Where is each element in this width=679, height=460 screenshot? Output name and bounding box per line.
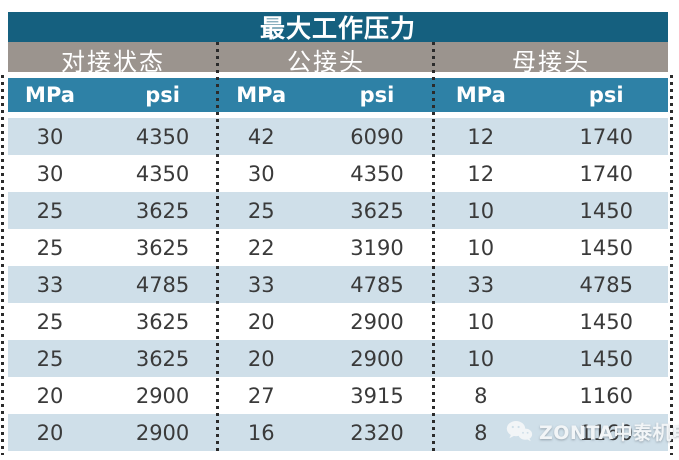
cell-psi: 3915	[350, 383, 404, 408]
table-row: 20 2900 27 3915 8 1160	[8, 377, 668, 414]
cell-mpa: 12	[467, 161, 495, 186]
dotted-divider-right-header	[670, 12, 673, 72]
dotted-divider-left	[1, 12, 4, 455]
table-row: 20 2900 16 2320 8 1160	[8, 414, 668, 451]
cell-mpa: 30	[247, 161, 275, 186]
group-header-female: 母接头	[512, 48, 590, 76]
cell-mpa: 8	[474, 383, 488, 408]
cell-mpa: 42	[247, 124, 275, 149]
cell-mpa: 20	[36, 420, 64, 445]
cell-mpa: 33	[247, 272, 275, 297]
unit-header-row: MPa psi MPa psi MPa psi	[8, 78, 668, 112]
cell-psi: 1450	[579, 309, 633, 334]
cell-psi: 3625	[350, 198, 404, 223]
cell-psi: 1160	[579, 420, 633, 445]
cell-psi: 3625	[135, 309, 190, 334]
cell-mpa: 25	[36, 346, 64, 371]
unit-header-mpa: MPa	[236, 83, 287, 107]
cell-mpa: 10	[467, 198, 495, 223]
table-title: 最大工作压力	[8, 12, 668, 43]
cell-psi: 2320	[350, 420, 404, 445]
cell-mpa: 30	[36, 161, 64, 186]
cell-psi: 4350	[350, 161, 404, 186]
cell-psi: 1160	[579, 383, 633, 408]
unit-header-mpa: MPa	[25, 83, 75, 107]
cell-mpa: 33	[467, 272, 495, 297]
cell-psi: 6090	[350, 124, 404, 149]
cell-psi: 2900	[350, 309, 404, 334]
group-header-connected: 对接状态	[61, 48, 165, 76]
cell-psi: 3625	[135, 235, 190, 260]
cell-mpa: 10	[467, 235, 495, 260]
cell-psi: 4785	[579, 272, 633, 297]
cell-psi: 1740	[579, 161, 633, 186]
cell-mpa: 8	[474, 420, 488, 445]
unit-header-psi: psi	[588, 83, 624, 107]
divider-gap	[8, 112, 668, 118]
cell-psi: 1450	[579, 198, 633, 223]
cell-mpa: 20	[247, 309, 275, 334]
cell-psi: 3190	[350, 235, 404, 260]
cell-mpa: 22	[247, 235, 275, 260]
cell-mpa: 10	[467, 346, 495, 371]
cell-psi: 1450	[579, 235, 633, 260]
cell-mpa: 25	[36, 235, 64, 260]
cell-psi: 2900	[350, 346, 404, 371]
watermark: ZONTA中泰机电	[506, 417, 679, 445]
cell-mpa: 27	[247, 383, 275, 408]
divider-gap	[8, 72, 668, 78]
cell-psi: 1450	[579, 346, 633, 371]
table-row: 25 3625 20 2900 10 1450	[8, 340, 668, 377]
dotted-divider-right	[670, 12, 673, 455]
unit-header-psi: psi	[359, 83, 395, 107]
table-body: 30 4350 42 6090 12 1740 30 4350 30 4350 12 1740 25 36…	[8, 118, 668, 451]
cell-mpa: 16	[247, 420, 275, 445]
cell-psi: 2900	[135, 420, 190, 445]
unit-header-psi: psi	[145, 83, 180, 107]
dotted-divider-left-header	[1, 12, 4, 72]
cell-psi: 4785	[350, 272, 404, 297]
cell-psi: 1740	[579, 124, 633, 149]
cell-mpa: 25	[36, 309, 64, 334]
table-row: 30 4350 30 4350 12 1740	[8, 155, 668, 192]
wechat-icon	[506, 420, 533, 443]
cell-mpa: 25	[247, 198, 275, 223]
table-row: 25 3625 22 3190 10 1450	[8, 229, 668, 266]
cell-psi: 3625	[135, 198, 190, 223]
cell-psi: 2900	[135, 383, 190, 408]
cell-mpa: 33	[36, 272, 64, 297]
cell-mpa: 20	[36, 383, 64, 408]
cell-mpa: 30	[36, 124, 64, 149]
cell-psi: 4350	[135, 124, 190, 149]
pressure-table: 最大工作压力 对接状态 公接头 母接头 MPa psi MPa psi MPa …	[8, 12, 668, 451]
unit-header-mpa: MPa	[455, 83, 506, 107]
table-row: 30 4350 42 6090 12 1740	[8, 118, 668, 155]
cell-psi: 3625	[135, 346, 190, 371]
cell-mpa: 10	[467, 309, 495, 334]
cell-psi: 4785	[135, 272, 190, 297]
group-header-row: 对接状态 公接头 母接头	[8, 42, 668, 76]
cell-psi: 4350	[135, 161, 190, 186]
table-row: 25 3625 20 2900 10 1450	[8, 303, 668, 340]
cell-mpa: 25	[36, 198, 64, 223]
watermark-text: ZONTA中泰机电	[539, 421, 679, 444]
table-row: 25 3625 25 3625 10 1450	[8, 192, 668, 229]
cell-mpa: 20	[247, 346, 275, 371]
table-row: 33 4785 33 4785 33 4785	[8, 266, 668, 303]
cell-mpa: 12	[467, 124, 495, 149]
group-header-male: 公接头	[287, 48, 365, 76]
